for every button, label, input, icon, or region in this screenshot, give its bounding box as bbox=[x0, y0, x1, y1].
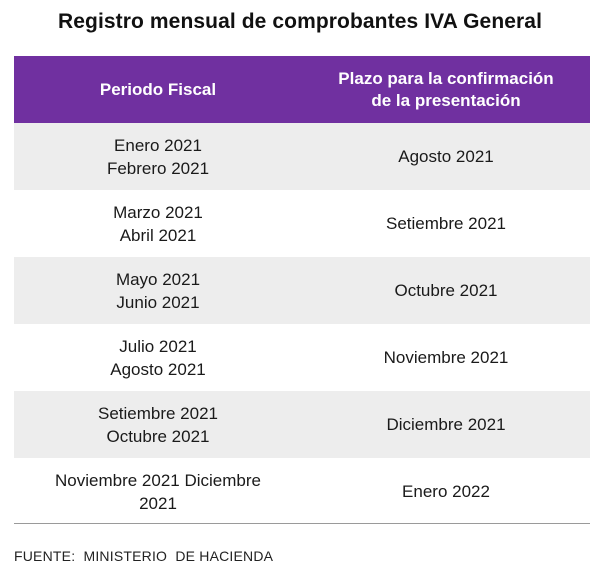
cell-periodo: Noviembre 2021 Diciembre 2021 bbox=[55, 470, 261, 513]
comprobantes-table: Periodo Fiscal Plazo para la confirmació… bbox=[14, 56, 590, 525]
table-row: Setiembre 2021 Octubre 2021 Diciembre 20… bbox=[14, 391, 590, 458]
table-row: Marzo 2021 Abril 2021 Setiembre 2021 bbox=[14, 190, 590, 257]
table-row: Noviembre 2021 Diciembre 2021 Enero 2022 bbox=[14, 458, 590, 525]
table-header: Periodo Fiscal Plazo para la confirmació… bbox=[14, 56, 590, 123]
header-periodo-fiscal: Periodo Fiscal bbox=[99, 79, 217, 99]
header-plazo-confirmacion: Plazo para la confirmación de la present… bbox=[338, 68, 554, 110]
table-row: Enero 2021 Febrero 2021 Agosto 2021 bbox=[14, 123, 590, 190]
cell-periodo: Marzo 2021 Abril 2021 bbox=[113, 202, 203, 245]
cell-plazo: Enero 2022 bbox=[402, 482, 490, 501]
cell-periodo: Mayo 2021 Junio 2021 bbox=[115, 269, 201, 312]
cell-plazo: Agosto 2021 bbox=[398, 147, 494, 166]
cell-plazo: Setiembre 2021 bbox=[385, 214, 507, 233]
cell-plazo: Diciembre 2021 bbox=[386, 415, 506, 434]
table-bottom-rule bbox=[14, 523, 590, 524]
source-note: FUENTE: MINISTERIO DE HACIENDA bbox=[14, 548, 274, 564]
cell-plazo: Noviembre 2021 bbox=[383, 348, 509, 367]
cell-periodo: Setiembre 2021 Octubre 2021 bbox=[97, 403, 219, 446]
cell-periodo: Julio 2021 Agosto 2021 bbox=[110, 336, 206, 379]
table-title: Registro mensual de comprobantes IVA Gen… bbox=[57, 10, 543, 33]
cell-periodo: Enero 2021 Febrero 2021 bbox=[106, 135, 210, 178]
table-row: Mayo 2021 Junio 2021 Octubre 2021 bbox=[14, 257, 590, 324]
table-row: Julio 2021 Agosto 2021 Noviembre 2021 bbox=[14, 324, 590, 391]
cell-plazo: Octubre 2021 bbox=[394, 281, 498, 300]
